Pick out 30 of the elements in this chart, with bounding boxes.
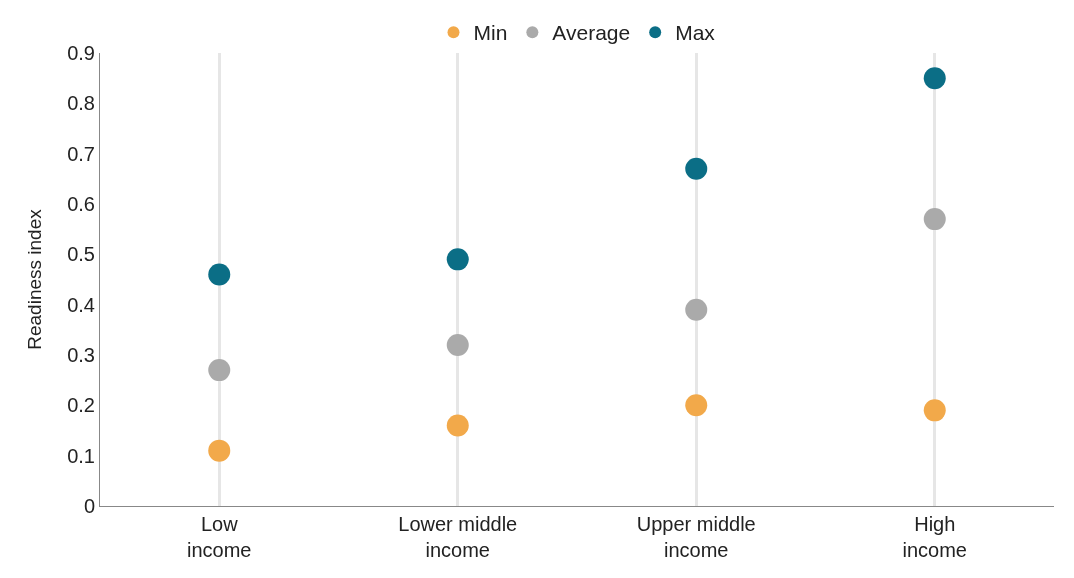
y-tick-label: 0.6 — [67, 193, 95, 215]
point — [923, 67, 946, 90]
y-tick-label: 0.2 — [67, 394, 95, 417]
y-tick-label: 0.7 — [67, 142, 95, 165]
legend-label: Min — [473, 21, 508, 45]
x-tick-label: Low income — [187, 513, 252, 561]
legend-label: Average — [552, 21, 631, 45]
y-axis-title: Readiness index — [24, 208, 46, 350]
point — [685, 157, 708, 180]
point — [208, 263, 231, 286]
point — [923, 399, 946, 422]
point — [208, 359, 231, 382]
point — [446, 414, 469, 437]
point — [685, 394, 708, 417]
point — [446, 248, 469, 271]
y-tick-label: 0.8 — [67, 92, 95, 115]
y-tick-label: 0.3 — [67, 344, 95, 366]
point — [685, 298, 708, 321]
point — [208, 439, 231, 462]
point — [923, 208, 946, 231]
y-tick-label: 0.9 — [67, 42, 95, 64]
y-tick-label: 0.4 — [67, 293, 95, 316]
x-tick-label: High income — [902, 513, 967, 561]
legend-label: Max — [675, 21, 716, 45]
point — [446, 333, 469, 356]
x-tick-label: Upper middle income — [636, 513, 756, 561]
x-tick-label: Lower middle income — [398, 513, 518, 561]
y-tick-label: 0.1 — [67, 444, 95, 467]
y-tick-label: 0 — [83, 495, 95, 517]
y-tick-label: 0.5 — [67, 243, 95, 266]
